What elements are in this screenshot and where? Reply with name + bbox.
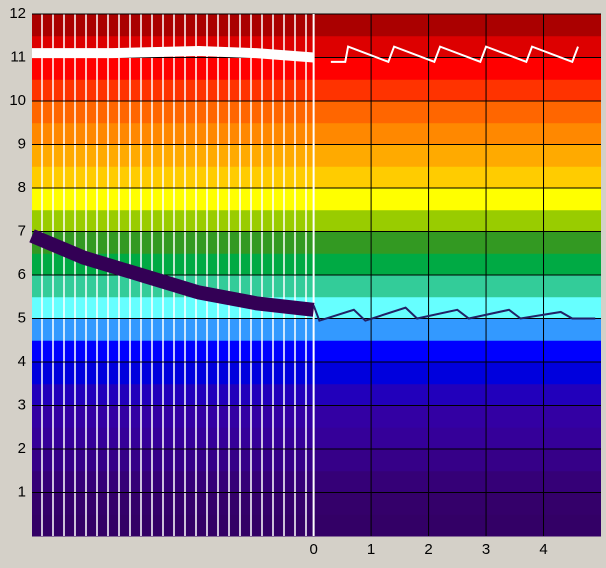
y-tick-label: 6 bbox=[18, 266, 26, 283]
y-tick-label: 1 bbox=[18, 483, 26, 500]
background-band bbox=[32, 514, 601, 537]
y-tick-label: 3 bbox=[18, 396, 26, 413]
data-line bbox=[32, 45, 315, 63]
background-band bbox=[32, 79, 601, 102]
y-tick-label: 7 bbox=[18, 222, 26, 239]
background-band bbox=[32, 57, 601, 80]
data-line bbox=[330, 45, 579, 64]
background-band bbox=[32, 275, 601, 298]
y-tick-label: 5 bbox=[18, 309, 26, 326]
x-tick-label: 1 bbox=[367, 541, 375, 558]
background-band bbox=[32, 383, 601, 406]
y-tick-label: 10 bbox=[9, 92, 26, 109]
y-tick-label: 11 bbox=[10, 48, 26, 65]
background-band bbox=[32, 449, 601, 472]
y-tick-label: 9 bbox=[18, 135, 26, 152]
x-tick-label: 2 bbox=[424, 541, 432, 558]
y-tick-label: 8 bbox=[18, 179, 26, 196]
y-tick-label: 2 bbox=[18, 440, 26, 457]
data-line bbox=[29, 229, 315, 317]
y-tick-label: 12 bbox=[9, 5, 26, 22]
background-band bbox=[32, 14, 601, 37]
background-band bbox=[32, 427, 601, 450]
background-band bbox=[32, 340, 601, 363]
background-band bbox=[32, 362, 601, 385]
y-tick-label: 4 bbox=[18, 353, 26, 370]
background-band bbox=[32, 492, 601, 515]
background-band bbox=[32, 166, 601, 189]
background-band bbox=[32, 231, 601, 254]
background-band bbox=[32, 318, 601, 341]
x-tick-label: 3 bbox=[482, 541, 490, 558]
background-band bbox=[32, 405, 601, 428]
x-tick-label: 4 bbox=[539, 541, 547, 558]
data-line bbox=[312, 305, 596, 322]
background-band bbox=[32, 470, 601, 493]
background-band bbox=[32, 122, 601, 145]
background-band bbox=[32, 188, 601, 211]
background-band bbox=[32, 209, 601, 232]
x-tick-label: 0 bbox=[309, 541, 317, 558]
background-band bbox=[32, 144, 601, 167]
background-band bbox=[32, 101, 601, 124]
